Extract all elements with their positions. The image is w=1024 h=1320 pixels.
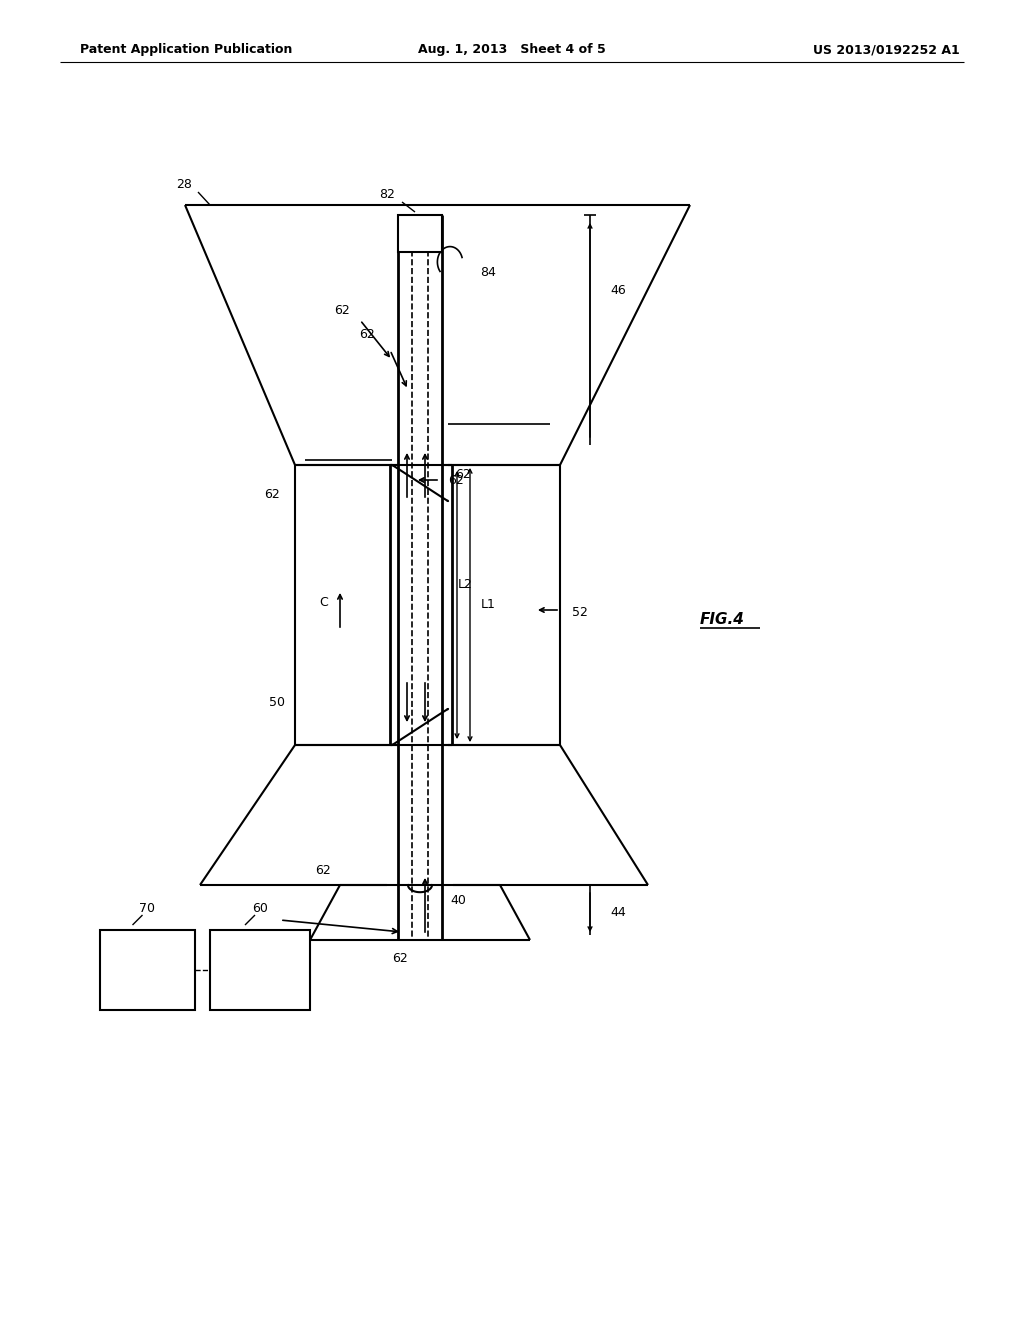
Text: 84: 84 bbox=[480, 265, 496, 279]
Text: Aug. 1, 2013   Sheet 4 of 5: Aug. 1, 2013 Sheet 4 of 5 bbox=[418, 44, 606, 57]
Bar bbox=[100, 931, 195, 1010]
Text: Patent Application Publication: Patent Application Publication bbox=[80, 44, 293, 57]
Text: 46: 46 bbox=[610, 284, 626, 297]
Text: 62: 62 bbox=[449, 474, 464, 487]
Text: US 2013/0192252 A1: US 2013/0192252 A1 bbox=[813, 44, 961, 57]
Text: 50: 50 bbox=[269, 696, 285, 709]
Bar bbox=[398, 215, 442, 252]
Text: L2: L2 bbox=[458, 578, 472, 591]
Text: 60: 60 bbox=[252, 902, 268, 915]
Text: 28: 28 bbox=[176, 178, 193, 191]
Text: 62: 62 bbox=[264, 488, 280, 502]
Text: C: C bbox=[319, 595, 328, 609]
Text: 62: 62 bbox=[334, 304, 350, 317]
Bar bbox=[210, 931, 310, 1010]
Text: L1: L1 bbox=[480, 598, 496, 611]
Text: 62: 62 bbox=[359, 329, 375, 342]
Text: 62: 62 bbox=[315, 863, 331, 876]
Text: CONTROLLER: CONTROLLER bbox=[113, 965, 182, 975]
Text: 44: 44 bbox=[610, 906, 626, 919]
Text: 62: 62 bbox=[455, 469, 471, 482]
Text: SYSTEM: SYSTEM bbox=[238, 975, 283, 985]
Text: 40: 40 bbox=[450, 894, 466, 907]
Text: 70: 70 bbox=[139, 902, 156, 915]
Text: FIG.4: FIG.4 bbox=[700, 612, 744, 627]
Text: 52: 52 bbox=[572, 606, 588, 619]
Text: 82: 82 bbox=[379, 189, 395, 202]
Text: 62: 62 bbox=[392, 952, 408, 965]
Text: BUFFER: BUFFER bbox=[239, 957, 282, 968]
